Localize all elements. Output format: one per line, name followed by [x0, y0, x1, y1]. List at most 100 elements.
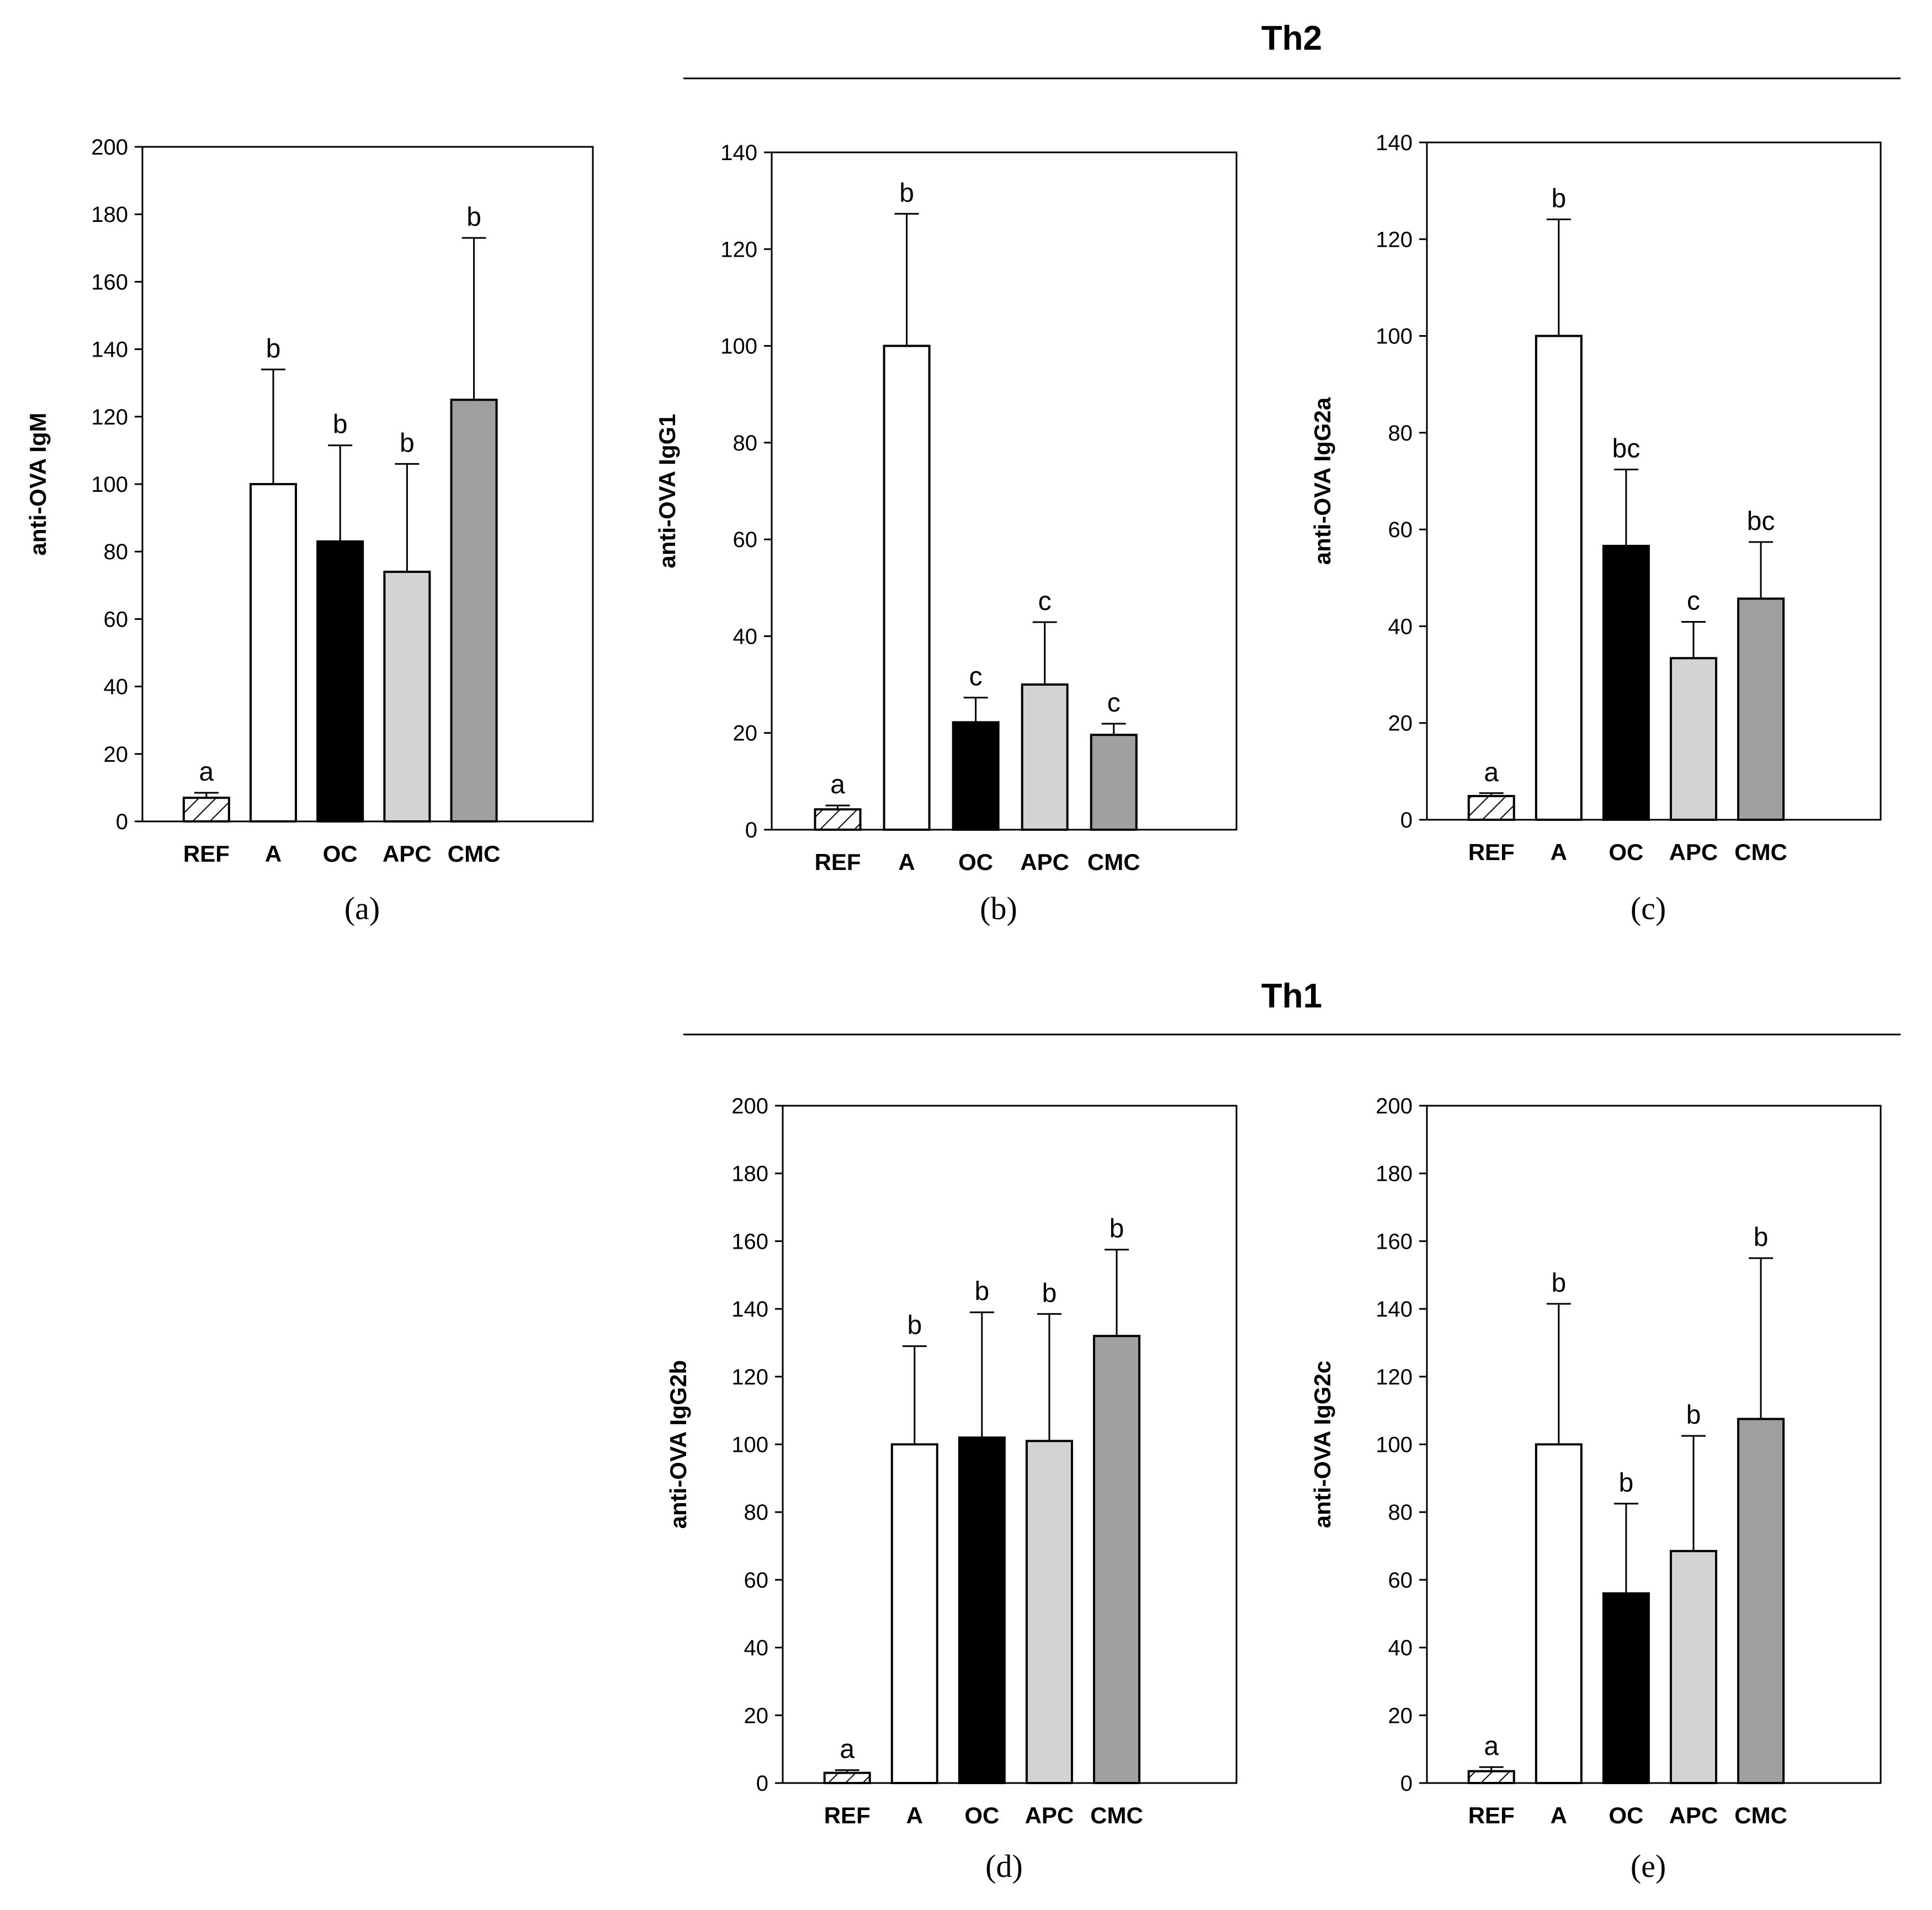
- y-tick-label: 160: [731, 1229, 768, 1254]
- y-tick-label: 100: [731, 1433, 768, 1457]
- significance-letter: c: [969, 662, 983, 692]
- significance-letter: b: [400, 428, 415, 458]
- y-tick-label: 180: [1376, 1162, 1413, 1186]
- plot-frame: [1426, 141, 1882, 821]
- significance-letter: c: [1038, 587, 1052, 616]
- significance-letter: bc: [1747, 507, 1775, 536]
- y-tick-label: 200: [91, 135, 128, 160]
- bar-cmc: [1090, 734, 1138, 831]
- x-tick-label-oc: OC: [323, 841, 358, 867]
- x-tick-label-ref: REF: [824, 1802, 871, 1828]
- significance-letter: b: [466, 203, 481, 232]
- panel-label-a: (a): [344, 890, 380, 926]
- significance-letter: a: [1484, 1732, 1499, 1761]
- y-tick-label: 120: [720, 237, 757, 262]
- y-tick-label: 80: [1388, 421, 1413, 445]
- y-tick-label: 80: [733, 431, 758, 455]
- bar-apc: [1021, 683, 1069, 831]
- y-tick-label: 180: [731, 1162, 768, 1186]
- y-tick-label: 140: [1376, 131, 1413, 155]
- significance-letter: b: [907, 1311, 922, 1340]
- y-tick-label: 20: [744, 1704, 769, 1728]
- x-tick-label-a: A: [906, 1802, 923, 1828]
- panel-label-c: (c): [1631, 890, 1666, 926]
- x-tick-label-a: A: [1551, 1802, 1567, 1828]
- y-tick-label: 20: [1388, 712, 1413, 736]
- y-tick-label: 120: [1376, 1365, 1413, 1389]
- significance-letter: b: [1619, 1468, 1634, 1498]
- x-tick-label-a: A: [265, 841, 282, 867]
- significance-letter: b: [899, 178, 914, 208]
- y-tick-label: 0: [1400, 1771, 1413, 1796]
- y-tick-label: 160: [91, 270, 128, 294]
- panel-label-d: (d): [985, 1848, 1023, 1884]
- x-tick-label-ref: REF: [183, 841, 230, 867]
- y-tick-label: 40: [1388, 614, 1413, 639]
- y-tick-label: 60: [1388, 1568, 1413, 1593]
- y-tick-label: 200: [1376, 1094, 1413, 1118]
- chart-panel-c: 0 20 40 60 80 100 120 140 anti-OVA IgG2a a REF b Abc…: [1309, 131, 1882, 926]
- significance-letter: c: [1107, 688, 1121, 718]
- y-axis-label: anti-OVA IgG2b: [665, 1360, 691, 1529]
- x-tick-label-cmc: CMC: [1734, 839, 1787, 865]
- y-tick-label: 100: [1376, 325, 1413, 349]
- y-tick-label: 80: [744, 1500, 769, 1525]
- group-heading-th2: Th2: [683, 19, 1901, 79]
- x-tick-label-oc: OC: [958, 849, 993, 875]
- x-tick-label-cmc: CMC: [1734, 1802, 1787, 1828]
- bar-ref: [823, 1771, 871, 1784]
- group-heading-th1: Th1: [683, 977, 1901, 1036]
- y-tick-label: 40: [744, 1636, 769, 1660]
- y-tick-label: 0: [116, 810, 128, 834]
- y-tick-label: 120: [91, 405, 128, 429]
- y-tick-label: 120: [1376, 227, 1413, 252]
- x-tick-label-cmc: CMC: [1090, 1802, 1143, 1828]
- plot-frame: [141, 146, 594, 823]
- plot-frame: [1426, 1105, 1882, 1784]
- plot-frame: [771, 151, 1238, 831]
- y-tick-label: 60: [733, 528, 758, 552]
- group-label-th2: Th2: [1261, 19, 1322, 57]
- y-tick-label: 100: [91, 473, 128, 497]
- chart-panel-e: 0 20 40 60 80 100 120 140 160 180 200 anti-OVA IgG2…: [1309, 1094, 1882, 1884]
- x-tick-label-oc: OC: [1609, 1802, 1643, 1828]
- y-tick-label: 140: [731, 1297, 768, 1322]
- bar-cmc: [1092, 1335, 1140, 1784]
- x-tick-label-a: A: [898, 849, 915, 875]
- significance-letter: a: [840, 1735, 854, 1764]
- y-tick-label: 60: [1388, 518, 1413, 542]
- group-label-th1: Th1: [1261, 977, 1322, 1015]
- significance-letter: bc: [1612, 434, 1641, 463]
- y-tick-label: 80: [1388, 1500, 1413, 1525]
- y-tick-label: 0: [745, 818, 757, 842]
- bar-a: [250, 483, 298, 823]
- y-tick-label: 180: [91, 203, 128, 227]
- y-tick-label: 40: [1388, 1636, 1413, 1660]
- y-tick-label: 160: [1376, 1229, 1413, 1254]
- x-tick-label-cmc: CMC: [448, 841, 501, 867]
- y-tick-label: 20: [104, 742, 129, 767]
- x-tick-label-apc: APC: [1669, 1802, 1718, 1828]
- significance-letter: c: [1687, 587, 1700, 616]
- y-tick-label: 140: [720, 141, 757, 165]
- bar-oc: [1602, 544, 1650, 821]
- y-tick-label: 100: [1376, 1433, 1413, 1457]
- panel-label-b: (b): [980, 890, 1017, 926]
- y-tick-label: 140: [1376, 1297, 1413, 1322]
- significance-letter: b: [1551, 184, 1566, 213]
- significance-letter: a: [1484, 758, 1499, 787]
- bar-oc: [952, 721, 1000, 831]
- bar-oc: [1602, 1592, 1650, 1784]
- bar-oc: [958, 1436, 1006, 1784]
- y-tick-label: 120: [731, 1365, 768, 1389]
- significance-letter: b: [975, 1277, 990, 1306]
- chart-panel-a: 0 20 40 60 80 100 120 140 160 180 200 anti-OVA IgM a…: [25, 135, 594, 926]
- bar-a: [883, 344, 931, 831]
- bar-cmc: [450, 399, 498, 823]
- y-tick-label: 20: [1388, 1704, 1413, 1728]
- bar-apc: [1669, 657, 1717, 821]
- y-tick-label: 60: [104, 607, 129, 632]
- x-tick-label-ref: REF: [1468, 1802, 1515, 1828]
- x-tick-label-oc: OC: [1609, 839, 1643, 865]
